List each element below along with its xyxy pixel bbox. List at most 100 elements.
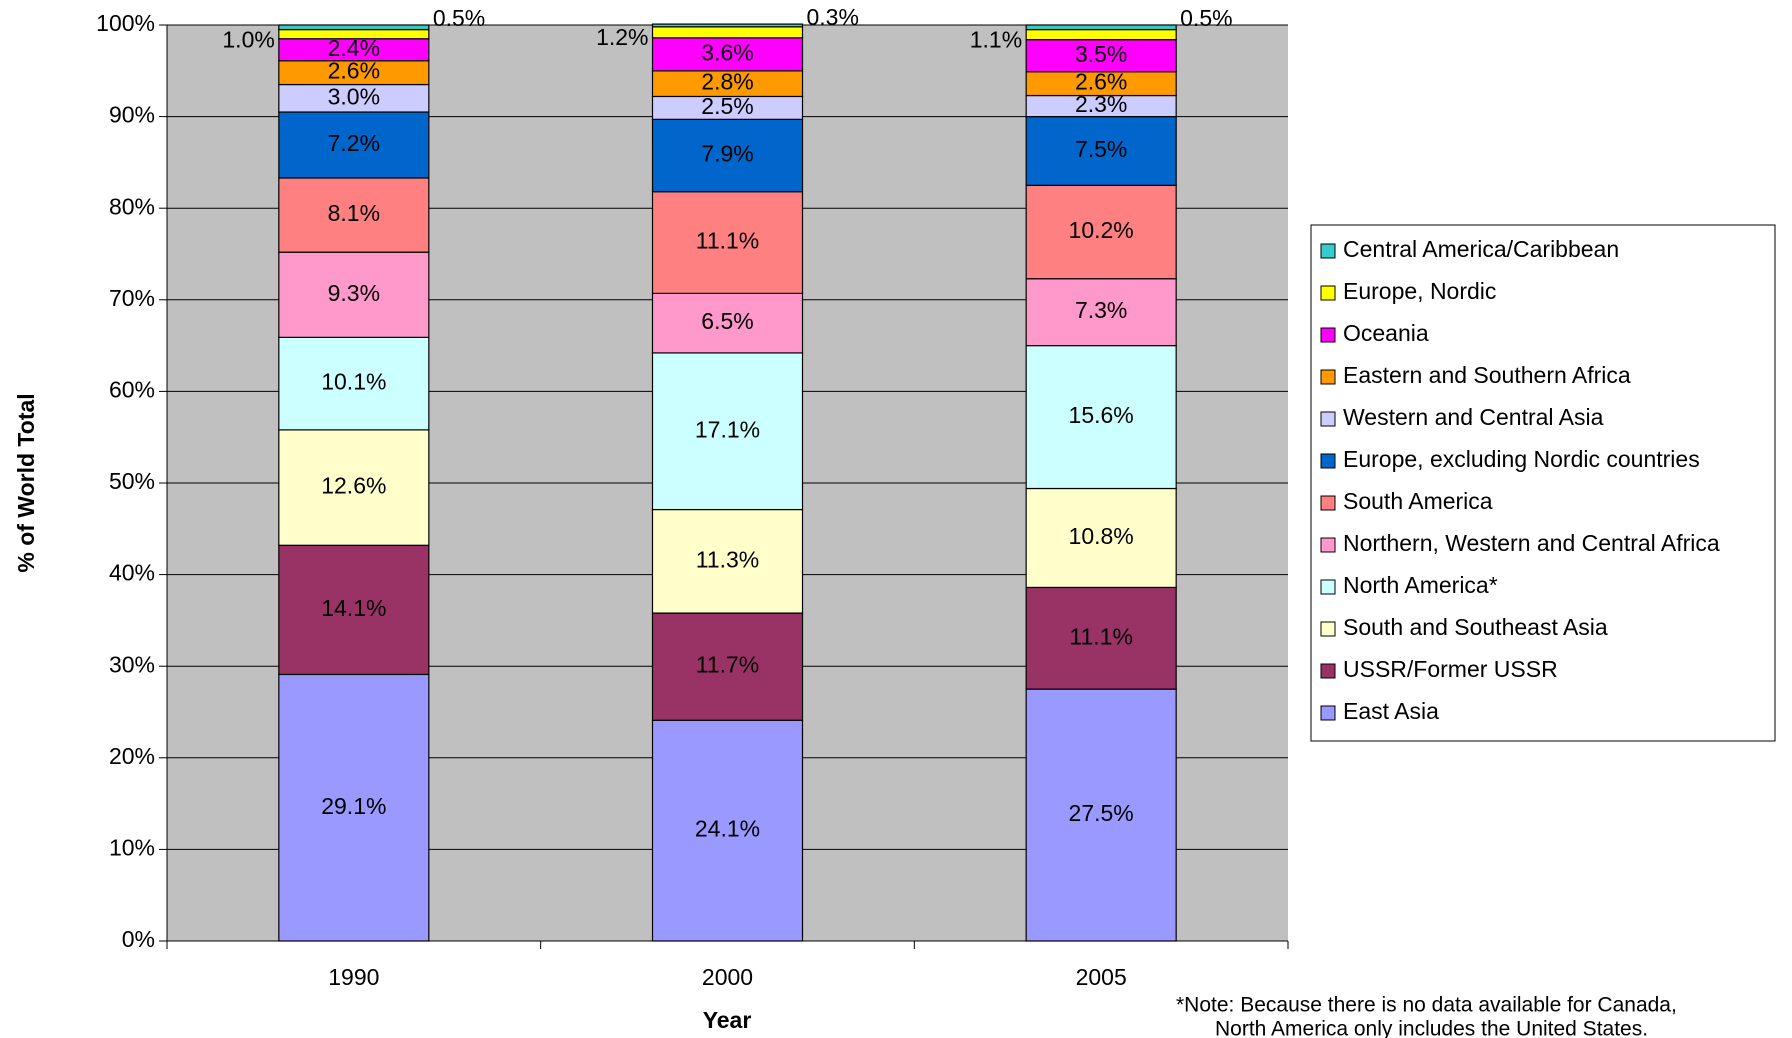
bar-segment <box>651 508 804 614</box>
bar-segment <box>651 70 804 98</box>
data-label: 7.9% <box>701 141 753 167</box>
legend-swatch <box>1320 327 1336 343</box>
data-label: 24.1% <box>695 816 760 842</box>
y-axis-title: % of World Total <box>13 393 39 572</box>
y-tick-label: 80% <box>109 193 155 219</box>
legend-swatch <box>1320 243 1336 259</box>
bar-segment <box>651 23 804 28</box>
legend-label: South and Southeast Asia <box>1343 614 1608 640</box>
x-tick-label: 2000 <box>702 964 753 990</box>
bar-segment <box>278 544 430 676</box>
data-label: 2.6% <box>328 58 380 84</box>
legend-label: East Asia <box>1343 698 1439 724</box>
y-tick-label: 50% <box>109 468 155 494</box>
legend-label: Eastern and Southern Africa <box>1343 362 1631 388</box>
legend-label: Oceania <box>1343 320 1429 346</box>
x-tick-label: 1990 <box>328 964 379 990</box>
y-tick-label: 10% <box>109 834 155 860</box>
legend-swatch <box>1320 537 1336 553</box>
bar-segment <box>1025 24 1177 31</box>
data-label: 2.8% <box>701 69 753 95</box>
x-axis-title: Year <box>703 1007 752 1033</box>
data-label: 2.5% <box>701 93 753 119</box>
legend-label: North America* <box>1343 572 1498 598</box>
bar-segment <box>1025 184 1177 280</box>
data-label: 10.1% <box>321 369 386 395</box>
data-label: 2.6% <box>1075 69 1127 95</box>
legend-label: Northern, Western and Central Africa <box>1343 530 1720 556</box>
legend-label: Western and Central Asia <box>1343 404 1604 430</box>
note: *Note: Because there is no data availabl… <box>1176 994 1677 1017</box>
data-label: 1.0% <box>222 27 274 53</box>
data-label: 3.0% <box>328 83 380 109</box>
note: North America only includes the United S… <box>1215 1018 1648 1038</box>
bar-segment <box>278 24 430 31</box>
legend-label: Europe, excluding Nordic countries <box>1343 446 1700 472</box>
legend-box <box>1310 224 1776 742</box>
legend-label: Europe, Nordic <box>1343 278 1496 304</box>
data-label: 11.1% <box>696 228 760 254</box>
data-label: 8.1% <box>328 200 380 226</box>
data-label: 27.5% <box>1069 800 1134 826</box>
bar-segment <box>651 352 804 511</box>
legend-label: South America <box>1343 488 1493 514</box>
legend-swatch <box>1320 453 1336 469</box>
legend-label: USSR/Former USSR <box>1343 656 1558 682</box>
data-label: 10.8% <box>1069 523 1134 549</box>
data-label: 11.7% <box>696 652 760 678</box>
data-label: 10.2% <box>1069 217 1134 243</box>
data-label: 1.1% <box>970 27 1022 53</box>
bar-segment <box>1025 586 1177 690</box>
data-label: 0.5% <box>433 5 485 31</box>
legend-label: Central America/Caribbean <box>1343 236 1619 262</box>
legend-swatch <box>1320 621 1336 637</box>
bar-segment <box>278 251 430 338</box>
legend-swatch <box>1320 411 1336 427</box>
bar-segment <box>278 429 430 546</box>
y-tick-label: 90% <box>109 102 155 128</box>
legend-swatch <box>1320 705 1336 721</box>
bar-segment <box>278 28 430 40</box>
y-tick-label: 100% <box>96 10 155 36</box>
bar-segment <box>278 111 430 179</box>
y-tick-label: 30% <box>109 651 155 677</box>
data-label: 12.6% <box>321 473 386 499</box>
legend-swatch <box>1320 369 1336 385</box>
data-label: 11.3% <box>696 546 760 572</box>
data-label: 17.1% <box>695 416 760 442</box>
data-label: 9.3% <box>328 280 380 306</box>
legend-swatch <box>1320 495 1336 511</box>
y-tick-label: 40% <box>109 560 155 586</box>
data-label: 29.1% <box>321 793 386 819</box>
legend-swatch <box>1320 663 1336 679</box>
bar-segment <box>651 719 804 942</box>
bar-segment <box>278 336 430 431</box>
bar-segment <box>1025 39 1177 73</box>
bar-segment <box>651 26 804 39</box>
y-tick-label: 20% <box>109 743 155 769</box>
data-label: 7.2% <box>328 130 380 156</box>
data-label: 0.5% <box>1180 5 1232 31</box>
y-tick-label: 70% <box>109 285 155 311</box>
data-label: 1.2% <box>596 24 648 50</box>
bar-segment <box>651 191 804 294</box>
data-label: 7.5% <box>1075 136 1127 162</box>
legend-swatch <box>1320 579 1336 595</box>
data-label: 15.6% <box>1069 402 1134 428</box>
y-tick-label: 0% <box>122 926 155 952</box>
data-label: 14.1% <box>321 595 386 621</box>
data-label: 3.5% <box>1075 41 1127 67</box>
bar-segment <box>651 292 804 354</box>
bar-segment <box>1025 345 1177 490</box>
data-label: 3.6% <box>701 39 753 65</box>
data-label: 7.3% <box>1075 297 1127 323</box>
data-label: 11.1% <box>1069 623 1133 649</box>
bar-segment <box>1025 28 1177 41</box>
bar-segment <box>1025 487 1177 589</box>
legend-swatch <box>1320 285 1336 301</box>
data-label: 6.5% <box>701 308 753 334</box>
bar-segment <box>278 177 430 253</box>
bar-segment <box>278 673 430 942</box>
